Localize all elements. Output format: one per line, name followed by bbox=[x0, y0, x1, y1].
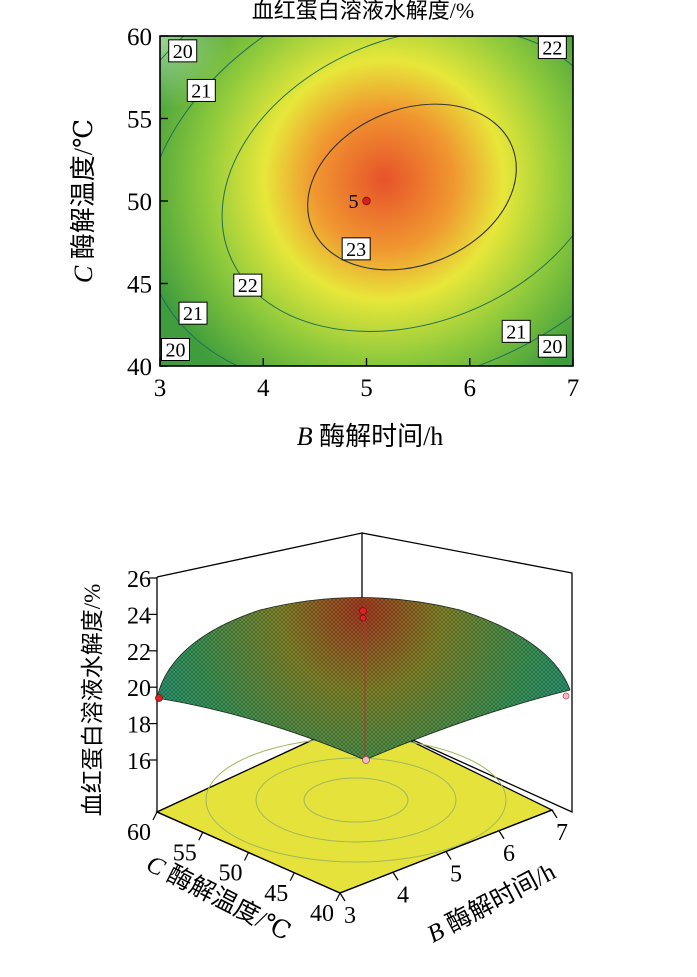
contour-x-tick-label: 5 bbox=[360, 375, 373, 402]
contour-y-tick-label: 55 bbox=[127, 107, 152, 134]
contour-level-label: 21 bbox=[501, 319, 531, 343]
contour-label-text: 21 bbox=[191, 80, 211, 102]
design-point-group: 5 bbox=[349, 191, 371, 213]
surface-point-top bbox=[359, 607, 367, 615]
contour-label-text: 21 bbox=[183, 303, 203, 325]
floor-contour-2 bbox=[255, 757, 457, 843]
surface-z-tick-label: 22 bbox=[127, 640, 151, 666]
contour-y-tick-label: 50 bbox=[127, 189, 152, 216]
contour-line-22 bbox=[221, 36, 573, 332]
surface-b-tick-label: 3 bbox=[344, 903, 356, 929]
surface-z-ticks: 16 18 20 22 24 26 bbox=[127, 567, 157, 775]
contour-x-axis-var: B bbox=[297, 422, 313, 451]
contour-x-tick-label: 6 bbox=[464, 375, 477, 402]
contour-x-tick-label: 4 bbox=[257, 375, 270, 402]
surface-z-tick-label: 24 bbox=[127, 603, 151, 629]
contour-plot-area bbox=[159, 35, 574, 367]
surface-c-tick-mark bbox=[335, 892, 341, 902]
surface-b-tick-mark bbox=[498, 830, 505, 840]
surface-b-tick-label: 6 bbox=[503, 841, 515, 867]
contour-level-label: 20 bbox=[160, 338, 190, 362]
contour-level-label: 22 bbox=[233, 273, 263, 297]
contour-level-label: 22 bbox=[537, 36, 567, 60]
surface-b-tick-label: 5 bbox=[450, 862, 462, 888]
contour-y-tick-label: 40 bbox=[127, 354, 152, 381]
surface-z-tick-label: 16 bbox=[127, 749, 151, 775]
contour-label-box bbox=[233, 273, 263, 297]
surface-c-tick-mark bbox=[289, 872, 295, 882]
surface-b-tick-mark bbox=[392, 871, 399, 881]
contour-label-box bbox=[501, 319, 531, 343]
surface-c-tick-label: 60 bbox=[127, 820, 151, 846]
contour-x-ticks: 3 4 5 6 7 bbox=[154, 358, 580, 402]
surface-c-tick-mark bbox=[243, 852, 250, 861]
surface-point-left bbox=[155, 694, 163, 702]
contour-x-axis-text: 酶解时间/h bbox=[313, 422, 444, 451]
contour-y-tick-label: 45 bbox=[127, 272, 152, 299]
contour-line-23 bbox=[307, 103, 517, 271]
surface-b-tick-mark bbox=[445, 851, 452, 860]
contour-y-axis-var: C bbox=[69, 265, 98, 283]
contour-label-box bbox=[341, 237, 371, 261]
surface-c-tick-label: 55 bbox=[173, 840, 197, 866]
surface-z-axis-label: 血红蛋白溶液水解度/% bbox=[80, 584, 105, 817]
contour-title: 血红蛋白溶液水解度/% bbox=[252, 0, 474, 23]
surface-point-right bbox=[562, 692, 570, 700]
surface-z-tick-label: 20 bbox=[127, 676, 151, 702]
contour-label-text: 20 bbox=[165, 340, 185, 362]
surface-b-tick-label: 7 bbox=[556, 820, 568, 846]
surface-c-tick-label: 40 bbox=[310, 901, 334, 927]
contour-label-text: 21 bbox=[506, 321, 526, 343]
surface-c-tick-mark bbox=[152, 811, 158, 821]
surface-plot-area bbox=[155, 532, 573, 894]
contour-labels: 20 21 22 23 22 21 20 21 20 bbox=[160, 36, 567, 362]
surface-point-bottom bbox=[362, 756, 370, 764]
surface-c-tick-label: 50 bbox=[219, 861, 243, 887]
contour-label-text: 23 bbox=[346, 239, 366, 261]
contour-level-label: 21 bbox=[178, 301, 208, 325]
contour-y-tick-label: 60 bbox=[127, 24, 152, 51]
design-point-marker bbox=[362, 196, 371, 206]
surface-z-tick-label: 18 bbox=[127, 713, 151, 739]
contour-x-tick-label: 7 bbox=[567, 375, 580, 402]
surface-b-ticks: 3 4 5 6 7 bbox=[339, 809, 568, 929]
contour-label-text: 20 bbox=[542, 336, 562, 358]
contour-level-label: 20 bbox=[168, 39, 198, 63]
surface-point-top-2 bbox=[359, 614, 367, 622]
contour-level-label: 20 bbox=[537, 334, 567, 358]
design-point-count: 5 bbox=[349, 191, 359, 213]
back-wall-right bbox=[361, 532, 573, 814]
contour-level-label: 21 bbox=[186, 78, 216, 102]
contour-label-box bbox=[537, 36, 567, 60]
contour-label-box bbox=[186, 78, 216, 102]
surface-b-tick-mark bbox=[339, 892, 346, 902]
surface-mesh bbox=[157, 597, 570, 760]
floor-contour-1 bbox=[303, 777, 409, 823]
surface-b-tick-mark bbox=[551, 809, 558, 819]
contour-label-box bbox=[168, 39, 198, 63]
surface-b-tick-label: 4 bbox=[397, 882, 409, 908]
surface-c-tick-label: 45 bbox=[264, 881, 288, 907]
surface-z-tick-label: 26 bbox=[127, 567, 151, 593]
contour-y-axis-label: C 酶解温度/℃ bbox=[69, 119, 98, 283]
contour-x-tick-label: 3 bbox=[154, 375, 167, 402]
contour-y-ticks: 40 45 50 55 60 bbox=[127, 24, 168, 381]
contour-y-axis-text: 酶解温度/℃ bbox=[69, 119, 98, 266]
contour-label-box bbox=[178, 301, 208, 325]
contour-label-text: 22 bbox=[542, 38, 562, 60]
contour-x-axis-label: B 酶解时间/h bbox=[297, 422, 444, 451]
contour-label-box bbox=[537, 334, 567, 358]
surface-c-ticks: 60 55 50 45 40 bbox=[127, 811, 341, 927]
surface-b-axis-label: B 酶解时间/h bbox=[422, 857, 560, 948]
contour-level-label: 23 bbox=[341, 237, 371, 261]
contour-line-21 bbox=[160, 36, 573, 366]
contour-label-box bbox=[160, 338, 190, 361]
contour-label-text: 20 bbox=[173, 41, 193, 63]
surface-c-tick-mark bbox=[198, 831, 204, 841]
contour-label-text: 22 bbox=[238, 275, 258, 297]
